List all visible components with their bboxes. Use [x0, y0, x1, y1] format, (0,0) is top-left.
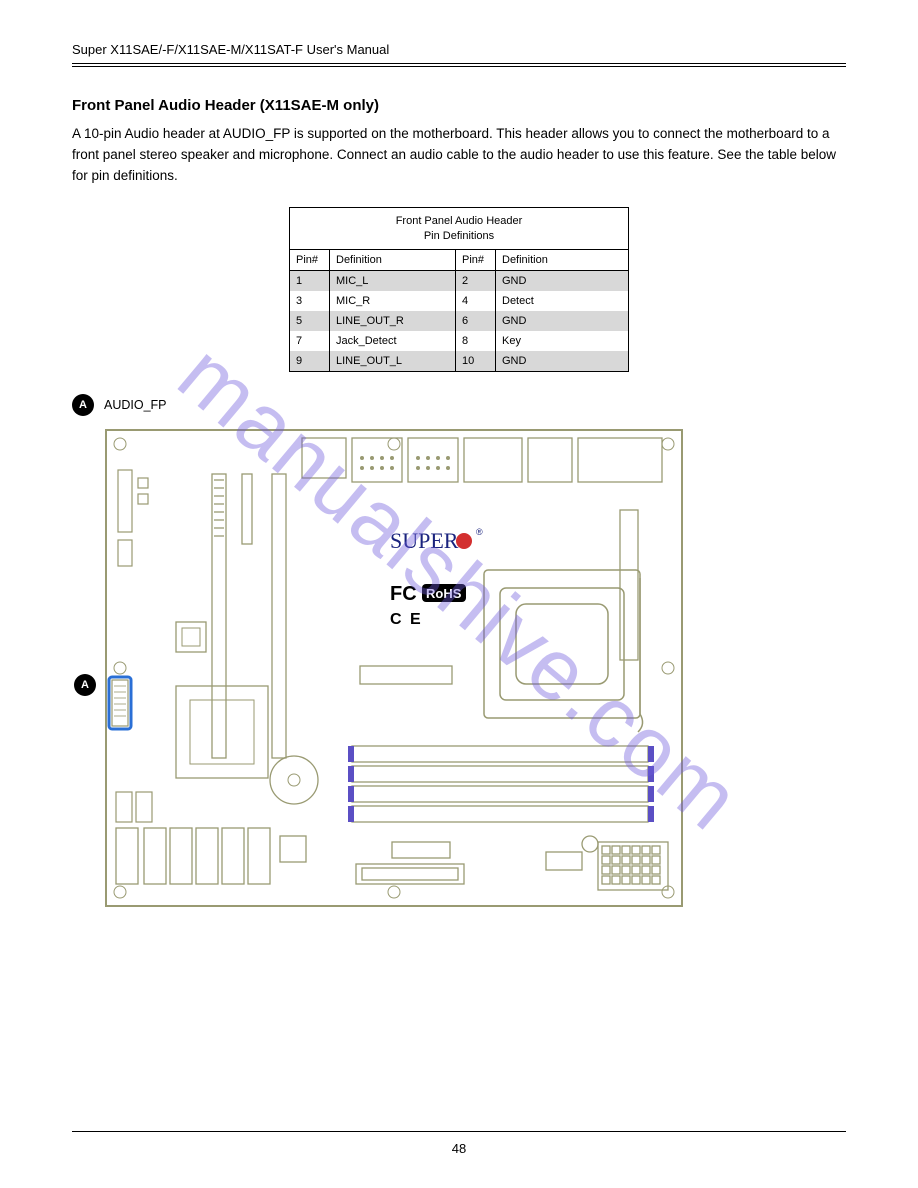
section-body: A 10-pin Audio header at AUDIO_FP is sup…	[72, 124, 842, 187]
col-def-b: Definition	[496, 250, 629, 271]
section-heading: Front Panel Audio Header (X11SAE-M only)	[72, 97, 846, 114]
fcc-mark: FC	[390, 583, 417, 605]
legend-label: AUDIO_FP	[104, 398, 167, 412]
motherboard-svg: SUPER ® FC RoHS C E	[104, 428, 684, 908]
rohs-text: RoHS	[426, 586, 462, 601]
footer-rule	[72, 1131, 846, 1132]
header-left: Super X11SAE/-F/X11SAE-M/X11SAT-F User's…	[72, 42, 389, 57]
col-pin-b: Pin#	[456, 250, 496, 271]
table-body: 1 MIC_L 2 GND 3 MIC_R 4 Detect 5 LINE_OU…	[290, 271, 629, 372]
brand-text: SUPER	[390, 528, 459, 553]
motherboard-diagram: A	[104, 428, 684, 908]
table-caption-line2: Pin Definitions	[424, 230, 494, 242]
table-row: 1 MIC_L 2 GND	[290, 271, 629, 292]
table-row: 9 LINE_OUT_L 10 GND	[290, 351, 629, 372]
table-row: 5 LINE_OUT_R 6 GND	[290, 311, 629, 331]
col-pin-a: Pin#	[290, 250, 330, 271]
running-header: Super X11SAE/-F/X11SAE-M/X11SAT-F User's…	[72, 42, 846, 57]
board-callout-dot: A	[74, 674, 96, 696]
header-rule	[72, 63, 846, 67]
col-def-a: Definition	[330, 250, 456, 271]
table-caption: Front Panel Audio Header Pin Definitions	[289, 207, 629, 250]
pin-definitions-table: Front Panel Audio Header Pin Definitions…	[289, 207, 629, 373]
table-header-row: Pin# Definition Pin# Definition	[290, 250, 629, 271]
table-row: 7 Jack_Detect 8 Key	[290, 331, 629, 351]
brand-left: SUPER	[390, 528, 459, 553]
table-row: 3 MIC_R 4 Detect	[290, 291, 629, 311]
manual-page: Super X11SAE/-F/X11SAE-M/X11SAT-F User's…	[0, 0, 918, 1188]
ce-mark: C E	[390, 611, 423, 628]
brand-reg-icon: ®	[476, 527, 483, 537]
legend: A AUDIO_FP	[72, 394, 846, 416]
legend-dot: A	[72, 394, 94, 416]
page-number: 48	[0, 1141, 918, 1156]
table-caption-line1: Front Panel Audio Header	[396, 215, 523, 227]
brand-dot-icon	[456, 533, 472, 549]
